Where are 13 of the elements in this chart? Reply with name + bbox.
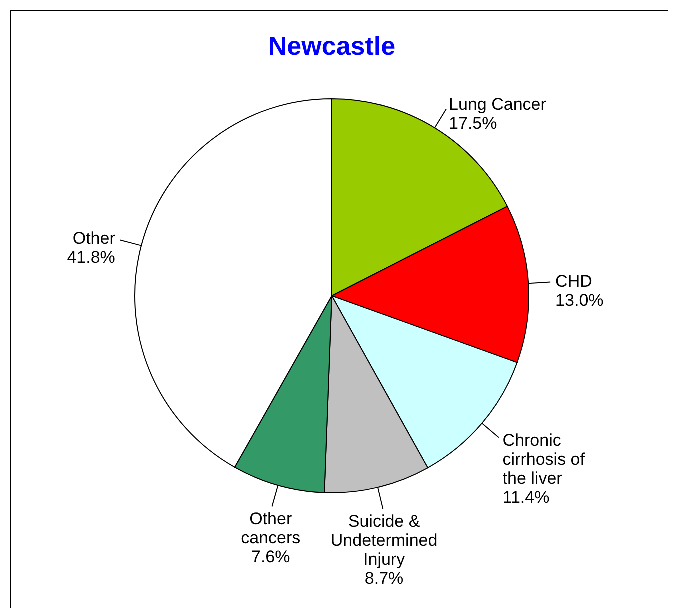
data-label: 11.4%	[502, 488, 550, 507]
slice-label: CHD	[556, 272, 592, 291]
data-label: 13.0%	[556, 290, 604, 310]
slice-label: Other	[72, 228, 116, 248]
slice-label: Chronic cirrhosis of the liver	[502, 430, 586, 488]
data-label: 41.8%	[67, 248, 116, 267]
chart-title: Newcastle	[268, 31, 396, 61]
data-label: 7.6%	[251, 547, 290, 566]
slice-label: Suicide & Undetermined Injury	[330, 512, 438, 569]
slice-label: Lung Cancer	[449, 95, 547, 114]
slice-label: Other cancers	[241, 509, 301, 548]
data-label: 17.5%	[449, 114, 498, 134]
data-label: 8.7%	[364, 568, 404, 588]
